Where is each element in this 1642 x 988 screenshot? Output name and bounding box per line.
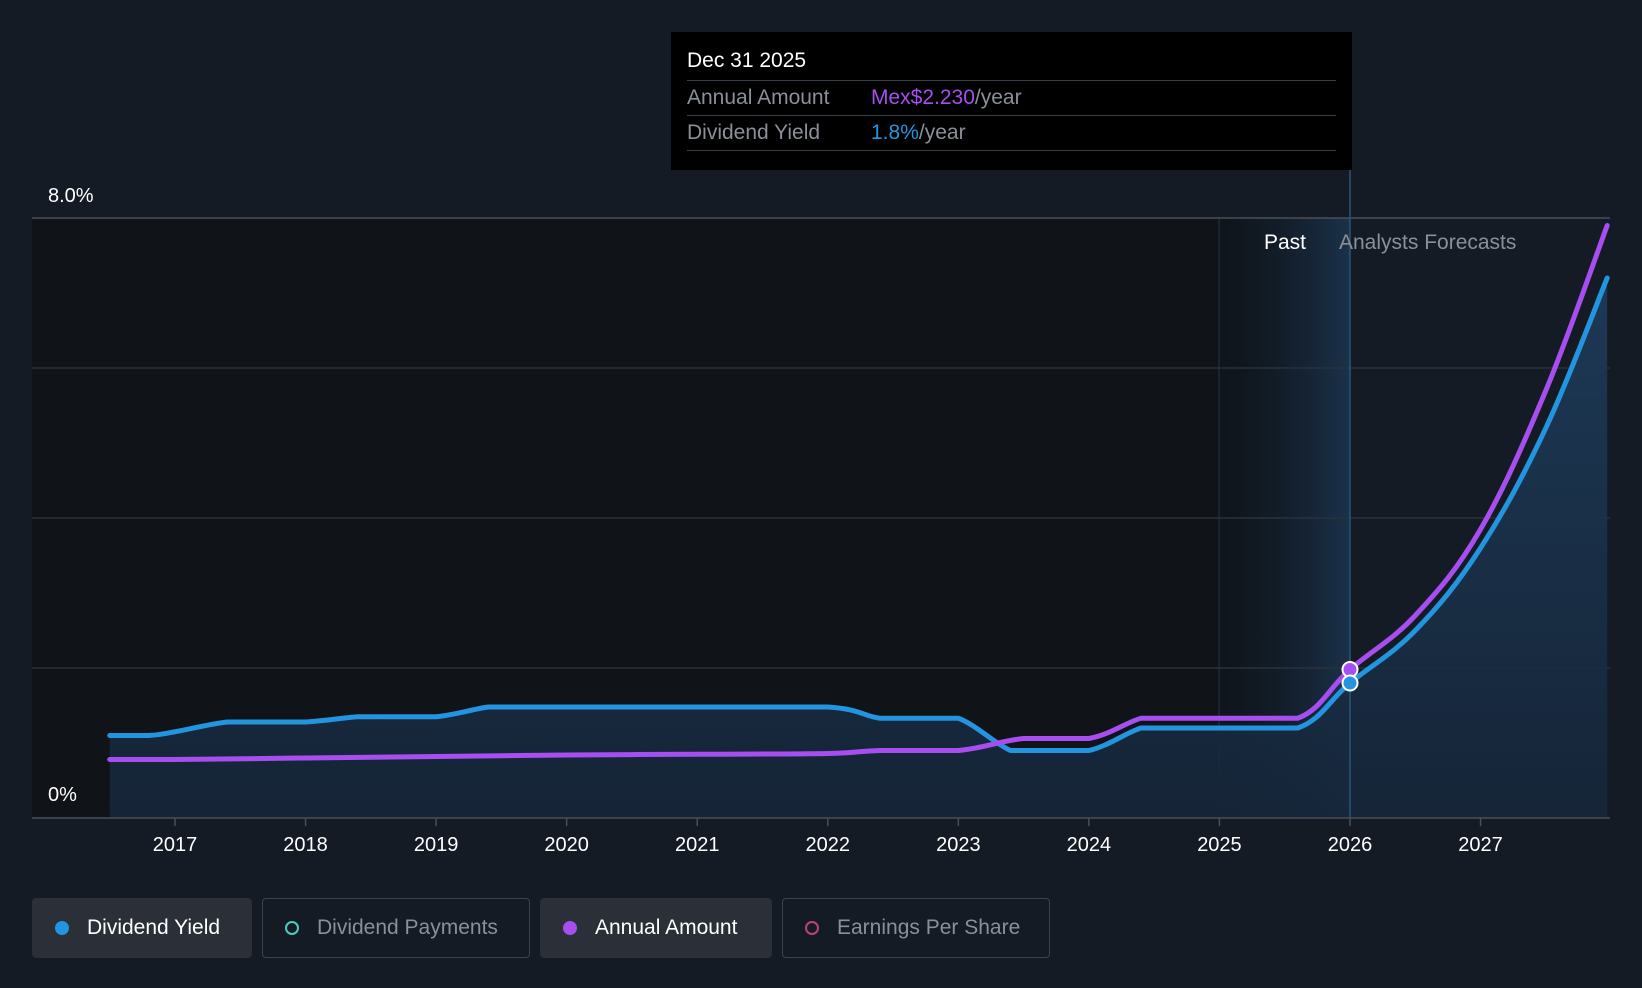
tooltip-row-annual-amount: Annual Amount Mex$2.230 /year: [687, 80, 1336, 115]
tooltip-row-dividend-yield: Dividend Yield 1.8% /year: [687, 115, 1336, 151]
legend-dividend-yield[interactable]: Dividend Yield: [32, 898, 252, 958]
legend-dividend-payments[interactable]: Dividend Payments: [262, 898, 530, 958]
legend-label: Dividend Yield: [87, 916, 221, 939]
x-tick-label: 2018: [283, 834, 328, 856]
x-tick-label: 2024: [1067, 834, 1112, 856]
tooltip-unit: /year: [974, 86, 1022, 109]
analysts-forecasts-label: Analysts Forecasts: [1339, 231, 1516, 254]
legend: Dividend Yield Dividend Payments Annual …: [32, 898, 1050, 960]
x-tick-label: 2023: [936, 834, 981, 856]
legend-earnings-per-share[interactable]: Earnings Per Share: [782, 898, 1050, 958]
tooltip-label: Dividend Yield: [687, 121, 821, 144]
x-tick-label: 2022: [806, 834, 851, 856]
legend-annual-amount[interactable]: Annual Amount: [540, 898, 772, 958]
ring-dot-icon: [805, 921, 819, 935]
x-tick-label: 2017: [153, 834, 198, 856]
annual-amount-line: [107, 223, 1610, 763]
x-tick-label: 2020: [544, 834, 589, 856]
filled-dot-icon: [55, 921, 69, 935]
legend-label: Annual Amount: [595, 916, 738, 939]
legend-label: Dividend Payments: [317, 916, 498, 939]
past-label: Past: [1264, 231, 1306, 254]
x-tick-label: 2025: [1197, 834, 1242, 856]
x-tick-label: 2026: [1328, 834, 1373, 856]
filled-dot-icon: [563, 921, 577, 935]
tooltip: Dec 31 2025 Annual Amount Mex$2.230 /yea…: [671, 32, 1352, 170]
x-tick-label: 2019: [414, 834, 459, 856]
y-axis-top-label: 8.0%: [48, 185, 94, 207]
tooltip-date: Dec 31 2025: [687, 49, 807, 72]
tooltip-value: Mex$2.230: [871, 86, 975, 109]
tooltip-label: Annual Amount: [687, 86, 830, 109]
x-tick-label: 2027: [1458, 834, 1503, 856]
tooltip-value: 1.8%: [871, 121, 919, 144]
ring-dot-icon: [285, 921, 299, 935]
tooltip-unit: /year: [918, 121, 966, 144]
y-axis-bottom-label: 0%: [48, 784, 77, 806]
dividend-yield-area: [109, 278, 1608, 818]
dividend-yield-marker[interactable]: [1341, 674, 1359, 692]
legend-label: Earnings Per Share: [837, 916, 1021, 939]
dividend-yield-line: [107, 275, 1610, 753]
x-tick-label: 2021: [675, 834, 720, 856]
